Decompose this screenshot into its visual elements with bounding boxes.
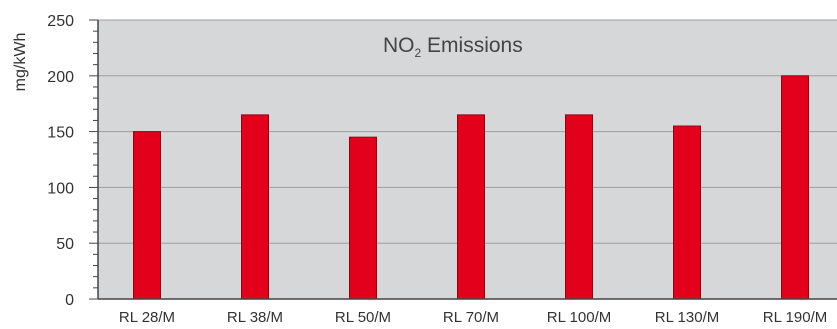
y-tick-label: 50 (56, 236, 74, 253)
minor-ticks (89, 19, 98, 300)
y-tick-label: 200 (47, 69, 74, 86)
y-tick-label: 100 (47, 180, 74, 197)
chart-title-subscript: 2 (415, 46, 422, 60)
bar (673, 125, 701, 300)
x-tick-label: RL 50/M (335, 309, 391, 326)
y-tick-label: 0 (65, 292, 74, 309)
chart-title-main: NO (383, 34, 415, 57)
chart-title: NO2 Emissions (383, 34, 523, 60)
y-tick-labels: 0 50 100 150 200 250 (47, 13, 74, 309)
bar (781, 75, 809, 300)
bar (565, 114, 593, 300)
bar (457, 114, 485, 300)
chart-title-suffix: Emissions (421, 34, 523, 57)
x-tick-label: RL 130/M (655, 309, 719, 326)
x-tick-labels: RL 28/M RL 38/M RL 50/M RL 70/M RL 100/M RL 1… (119, 309, 827, 326)
bars (133, 75, 809, 300)
y-tick-label: 250 (47, 13, 74, 30)
bar (241, 114, 269, 300)
y-axis-label: mg/kWh (12, 33, 29, 92)
bar (133, 131, 161, 300)
y-tick-label: 150 (47, 125, 74, 142)
x-tick-label: RL 190/M (763, 309, 827, 326)
x-tick-label: RL 100/M (547, 309, 611, 326)
x-tick-label: RL 70/M (443, 309, 499, 326)
bar (349, 136, 377, 300)
x-tick-label: RL 38/M (227, 309, 283, 326)
x-tick-label: RL 28/M (119, 309, 175, 326)
